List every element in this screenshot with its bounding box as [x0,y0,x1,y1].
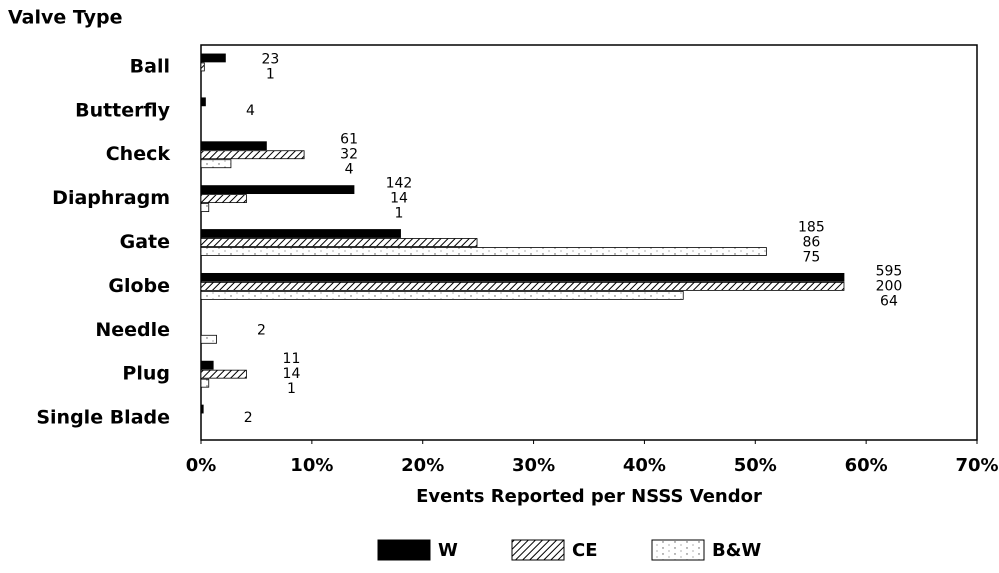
data-label: 64 [880,293,898,309]
x-tick-label: 50% [734,455,777,476]
y-tick-label: Check [106,143,171,165]
data-label: 14 [390,191,408,207]
legend-swatch [511,539,565,561]
bar [200,53,226,63]
data-label: 4 [345,162,354,178]
y-tick-label: Ball [130,55,170,77]
bar [200,229,401,238]
x-tick-label: 20% [401,455,444,476]
data-label: 595 [876,263,903,279]
y-axis-label: Valve Type [8,7,122,29]
bar [200,247,767,256]
bar [200,281,845,291]
bar [200,404,204,414]
bar [200,272,845,282]
bar [200,150,305,160]
legend-label: W [438,540,458,561]
data-label: 75 [802,250,820,266]
bar [200,141,267,151]
bar [200,185,355,195]
bar [200,334,217,344]
y-tick-label: Diaphragm [52,187,170,209]
legend-swatch [651,539,705,561]
data-label: 2 [257,322,266,338]
data-label: 1 [395,206,404,222]
bar [200,360,214,370]
y-tick-label: Needle [95,319,170,341]
y-tick-label: Single Blade [36,407,170,429]
data-label: 1 [266,66,275,82]
legend-swatch [377,539,431,561]
y-tick-label: Plug [122,363,170,385]
data-label: 61 [340,132,358,148]
y-tick-label: Gate [120,231,170,253]
y-tick-label: Globe [108,275,170,297]
data-label: 23 [261,51,279,67]
bar [200,203,210,213]
bar [200,238,478,247]
data-label: 185 [798,220,825,236]
data-label: 2 [244,410,253,426]
x-tick-label: 60% [845,455,888,476]
bar [200,62,205,72]
data-label: 32 [340,147,358,163]
data-label: 1 [287,381,296,397]
x-tick-label: 30% [512,455,555,476]
x-axis-label: Events Reported per NSSS Vendor [416,486,762,507]
x-tick-label: 70% [955,455,998,476]
data-label: 11 [283,351,301,367]
bar [200,290,684,300]
data-label: 200 [876,278,903,294]
data-label: 142 [386,176,413,192]
bar [200,97,206,107]
x-tick-label: 40% [623,455,666,476]
legend-label: B&W [712,540,761,561]
y-tick-label: Butterfly [75,99,171,121]
bar [200,159,232,169]
x-tick-label: 10% [290,455,333,476]
bar [200,194,247,204]
bar [200,378,210,388]
data-label: 4 [246,103,255,119]
x-tick-label: 0% [186,455,217,476]
data-label: 86 [802,235,820,251]
data-label: 14 [283,366,301,382]
bar [200,369,247,379]
legend-label: CE [572,540,598,561]
